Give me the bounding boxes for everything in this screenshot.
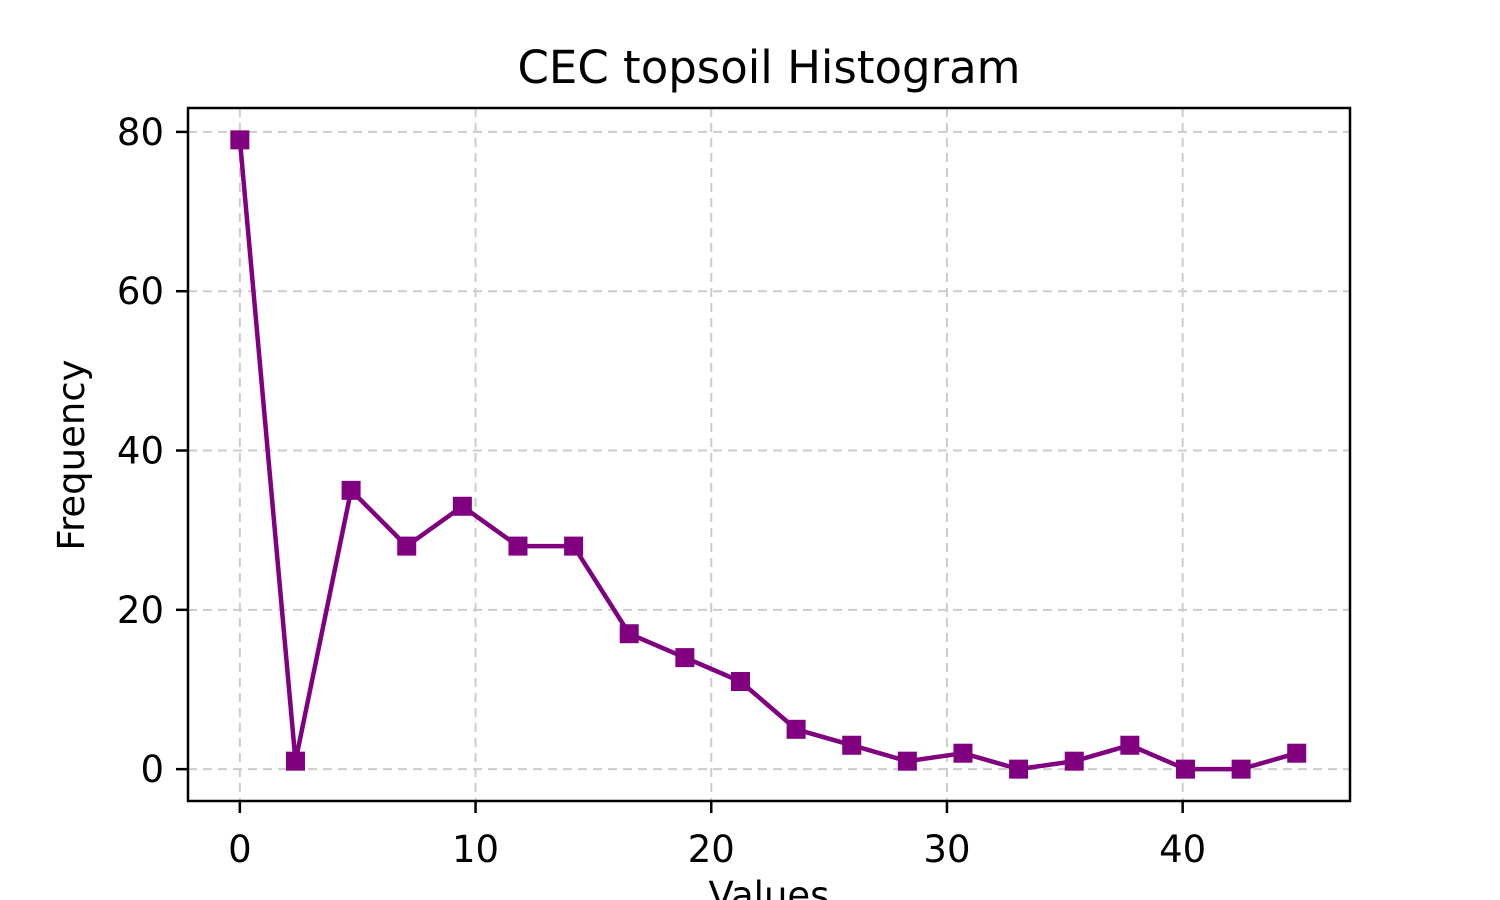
y-tick-label: 0	[140, 748, 164, 791]
data-point	[397, 536, 417, 556]
chart-title: CEC topsoil Histogram	[517, 41, 1020, 94]
y-tick-label: 60	[117, 270, 164, 313]
data-point	[230, 130, 250, 150]
series	[230, 130, 1307, 779]
data-point	[285, 751, 305, 771]
data-point	[786, 719, 806, 739]
y-axis-label: Frequency	[50, 359, 93, 550]
plot-frame	[186, 106, 1352, 803]
data-point	[1231, 759, 1251, 779]
data-point	[842, 735, 862, 755]
x-tick-label: 40	[1159, 828, 1206, 871]
x-tick-label: 0	[228, 828, 252, 871]
data-point	[452, 496, 472, 516]
x-tick-label: 20	[688, 828, 735, 871]
y-tick-label: 20	[117, 589, 164, 632]
data-point	[508, 536, 528, 556]
data-point	[1009, 759, 1029, 779]
data-point	[1064, 751, 1084, 771]
ticks: 0 10 20 30 40 0 20 40 60 80	[117, 111, 1206, 871]
data-point	[619, 624, 639, 644]
x-axis-label: Values	[709, 874, 830, 900]
grid	[188, 108, 1350, 801]
data-point	[675, 648, 695, 668]
data-point	[1120, 735, 1140, 755]
data-point	[564, 536, 584, 556]
y-tick-label: 40	[117, 430, 164, 473]
data-point	[897, 751, 917, 771]
data-point	[730, 672, 750, 692]
data-point	[1287, 743, 1307, 763]
series-line	[237, 139, 1298, 772]
data-point	[341, 480, 361, 500]
x-tick-label: 30	[923, 828, 970, 871]
x-tick-label: 10	[452, 828, 499, 871]
data-point	[953, 743, 973, 763]
y-tick-label: 80	[117, 111, 164, 154]
data-point	[1175, 759, 1195, 779]
